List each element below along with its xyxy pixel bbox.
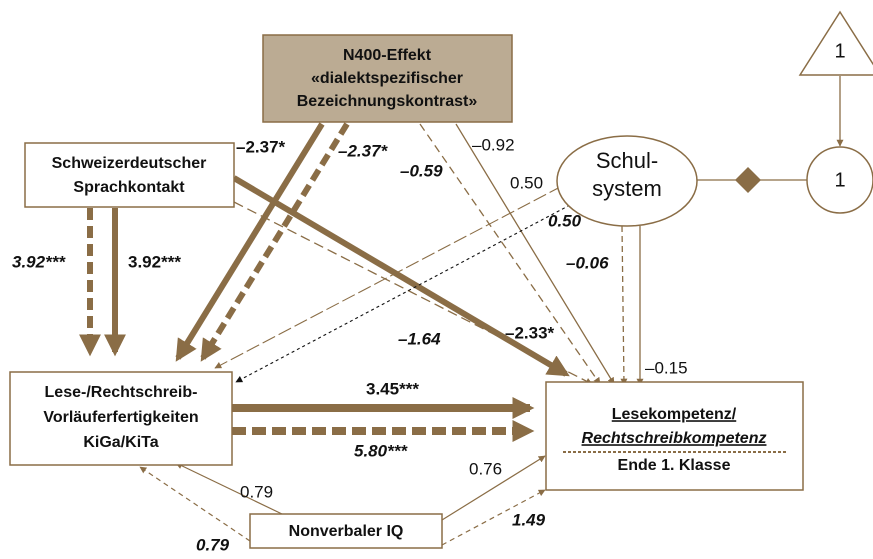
path-label: –2.37* xyxy=(338,141,389,160)
node-text: system xyxy=(592,176,662,201)
path-label: –2.33* xyxy=(505,323,555,342)
sprachkontakt-box xyxy=(24,142,235,208)
edge xyxy=(214,185,563,369)
path-label: –0.06 xyxy=(566,253,609,272)
node-text: Lese-/Rechtschreib- xyxy=(45,384,198,401)
edge xyxy=(175,122,325,362)
node-text: Nonverbaler IQ xyxy=(289,523,404,540)
node-text: Schweizerdeutscher xyxy=(52,155,207,172)
node-text: Bezeichnungskontrast» xyxy=(297,93,478,110)
node-text: KiGa/KiTa xyxy=(83,434,158,451)
node-text: Schul- xyxy=(596,148,658,173)
path-label: 3.92*** xyxy=(12,252,66,271)
node-text: Vorläuferfertigkeiten xyxy=(43,409,198,426)
edge xyxy=(455,123,615,385)
edge xyxy=(441,455,546,521)
edge xyxy=(235,204,571,383)
node-text: Ende 1. Klasse xyxy=(618,457,731,474)
path-label: 3.45*** xyxy=(366,379,419,398)
node-text: Lesekompetenz/ xyxy=(612,406,737,423)
path-label: 0.50 xyxy=(510,173,543,192)
edge xyxy=(139,466,251,542)
path-label: 0.79 xyxy=(196,535,230,554)
path-label: 0.76 xyxy=(469,459,502,478)
path-label: –2.37* xyxy=(236,137,286,156)
edge xyxy=(233,201,593,385)
path-label: 0.79 xyxy=(240,482,273,501)
n400-box xyxy=(262,34,513,123)
path-label: 1.49 xyxy=(512,510,546,529)
variance-circle xyxy=(806,146,873,214)
path-label: –0.15 xyxy=(645,358,688,377)
path-label: 0.50 xyxy=(548,211,582,230)
edges xyxy=(79,76,844,546)
path-label: 5.80*** xyxy=(354,441,408,460)
node-text: N400-Effekt xyxy=(343,47,432,64)
edge xyxy=(232,175,570,377)
path-label: 3.92*** xyxy=(128,252,181,271)
node-text: 1 xyxy=(834,169,845,191)
constant-triangle xyxy=(798,10,873,76)
edge xyxy=(441,489,546,546)
edge xyxy=(200,122,350,362)
node-text: Sprachkontakt xyxy=(73,179,185,196)
path-label: –0.92 xyxy=(472,135,515,154)
node-text: Rechtschreibkompetenz xyxy=(582,430,767,447)
path-label: –0.59 xyxy=(400,161,443,180)
vorlaeufer-box xyxy=(9,371,233,466)
diamond xyxy=(735,167,761,193)
path-labels: –2.37* –2.37* –0.92 –0.59 0.50 0.50 3.92… xyxy=(12,135,688,554)
iq-box xyxy=(249,513,443,549)
edge xyxy=(175,462,283,515)
schulsystem-node xyxy=(556,135,698,227)
path-label: –1.64 xyxy=(398,329,441,348)
lesekompetenz-box xyxy=(545,381,804,491)
node-text: «dialektspezifischer xyxy=(311,70,463,87)
edge xyxy=(620,225,628,386)
node-text: 1 xyxy=(834,40,845,62)
edge xyxy=(419,123,601,385)
